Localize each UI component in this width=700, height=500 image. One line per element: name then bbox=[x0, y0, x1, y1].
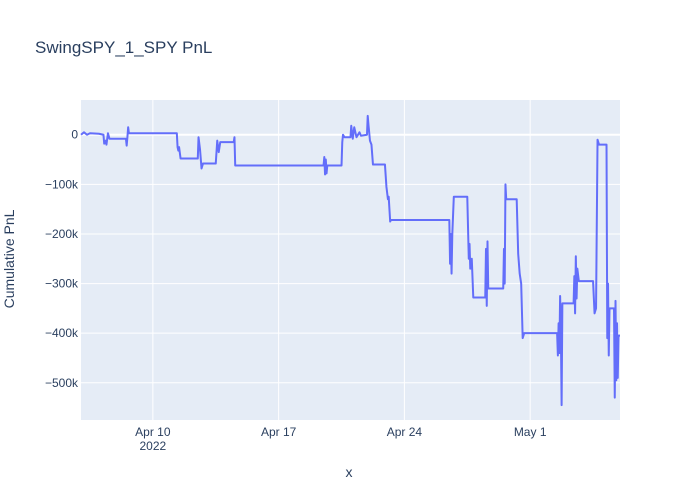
x-gridlines bbox=[152, 100, 531, 420]
x-tick-year-label: 2022 bbox=[140, 439, 167, 453]
y-tick-label: −500k bbox=[45, 376, 79, 390]
y-tick-label: −200k bbox=[45, 227, 79, 241]
y-tick-label: −100k bbox=[45, 177, 79, 191]
y-axis-title: Cumulative PnL bbox=[1, 209, 17, 308]
chart-title: SwingSPY_1_SPY PnL bbox=[35, 38, 212, 57]
x-tick-label: Apr 24 bbox=[387, 425, 423, 439]
y-tick-label: −300k bbox=[45, 277, 79, 291]
series-line-pnl[interactable] bbox=[80, 114, 620, 407]
y-tick-label: 0 bbox=[71, 128, 78, 142]
x-axis-title: x bbox=[346, 464, 353, 480]
x-tick-label: May 1 bbox=[514, 425, 547, 439]
x-tick-label: Apr 10 bbox=[135, 425, 171, 439]
y-tick-label: −400k bbox=[45, 326, 79, 340]
plot-area[interactable] bbox=[81, 100, 620, 420]
y-axis-ticks: 0 −100k −200k −300k −400k −500k bbox=[45, 128, 79, 390]
x-tick-label: Apr 17 bbox=[261, 425, 297, 439]
